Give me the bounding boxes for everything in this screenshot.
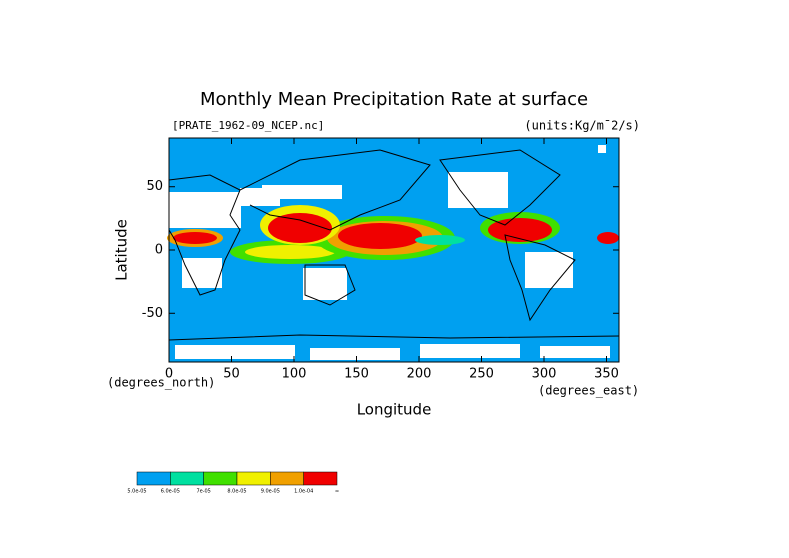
colorbar-swatch bbox=[170, 471, 204, 486]
x-tick-label: 0 bbox=[165, 367, 173, 382]
wet-area bbox=[245, 245, 335, 259]
y-unit: (degrees_north) bbox=[107, 376, 215, 390]
coastlines bbox=[168, 149, 620, 341]
dry-areas bbox=[169, 145, 610, 360]
dry-area bbox=[303, 268, 347, 300]
dry-area bbox=[420, 344, 520, 358]
colorbar-swatch bbox=[203, 471, 238, 486]
coastline bbox=[439, 149, 561, 226]
chart-title: Monthly Mean Precipitation Rate at surfa… bbox=[200, 89, 588, 110]
colorbar-label: 5.0e-05 bbox=[127, 489, 146, 495]
x-tick-label: 150 bbox=[344, 367, 369, 382]
dry-area bbox=[169, 192, 241, 228]
colorbar-label: 1.0e-04 bbox=[294, 489, 313, 495]
dry-area bbox=[175, 345, 295, 359]
colorbar-swatch bbox=[236, 471, 271, 486]
x-tick-label: 100 bbox=[282, 367, 307, 382]
y-tick-label: -50 bbox=[142, 306, 163, 321]
coastline bbox=[168, 334, 620, 341]
wet-area bbox=[268, 213, 332, 243]
wet-area bbox=[488, 218, 552, 242]
coastline bbox=[168, 174, 241, 296]
colorbar-label: 6.0e-05 bbox=[161, 489, 180, 495]
x-unit: (degrees_east) bbox=[538, 384, 639, 398]
colorbar-label: ∞ bbox=[335, 489, 339, 495]
y-tick-label: 50 bbox=[146, 179, 163, 194]
dry-area bbox=[598, 145, 606, 153]
wet-area bbox=[173, 232, 217, 244]
colorbar-swatch bbox=[303, 471, 338, 486]
colorbar-label: 7e-05 bbox=[196, 489, 210, 495]
wet-area bbox=[338, 223, 422, 249]
coastline bbox=[504, 234, 576, 322]
x-tick-label: 300 bbox=[532, 367, 557, 382]
wet-areas bbox=[167, 205, 619, 264]
coastline bbox=[304, 264, 356, 306]
coastline bbox=[239, 149, 431, 231]
wet-area bbox=[415, 235, 465, 245]
x-tick-label: 350 bbox=[594, 367, 619, 382]
colorbar-label: 9.0e-05 bbox=[261, 489, 280, 495]
dry-area bbox=[182, 258, 222, 288]
colorbar-label: 8.0e-05 bbox=[227, 489, 246, 495]
colorbar-swatch bbox=[136, 471, 171, 486]
dry-area bbox=[525, 252, 573, 288]
y-tick-label: 0 bbox=[155, 243, 163, 258]
subtitle: [PRATE_1962-09_NCEP.nc] bbox=[172, 119, 324, 132]
wet-area bbox=[597, 232, 619, 244]
x-tick-label: 250 bbox=[469, 367, 494, 382]
map bbox=[167, 137, 620, 363]
x-axis-label: Longitude bbox=[357, 401, 432, 419]
x-tick-label: 50 bbox=[223, 367, 240, 382]
dry-area bbox=[310, 348, 400, 360]
colorbar-swatch bbox=[270, 471, 304, 486]
dry-area bbox=[448, 172, 508, 208]
dry-area bbox=[540, 346, 610, 358]
x-tick-label: 200 bbox=[407, 367, 432, 382]
dry-area bbox=[262, 185, 342, 199]
y-axis-label: Latitude bbox=[113, 219, 131, 281]
units: (units:Kg/m¯2/s) bbox=[524, 119, 640, 133]
